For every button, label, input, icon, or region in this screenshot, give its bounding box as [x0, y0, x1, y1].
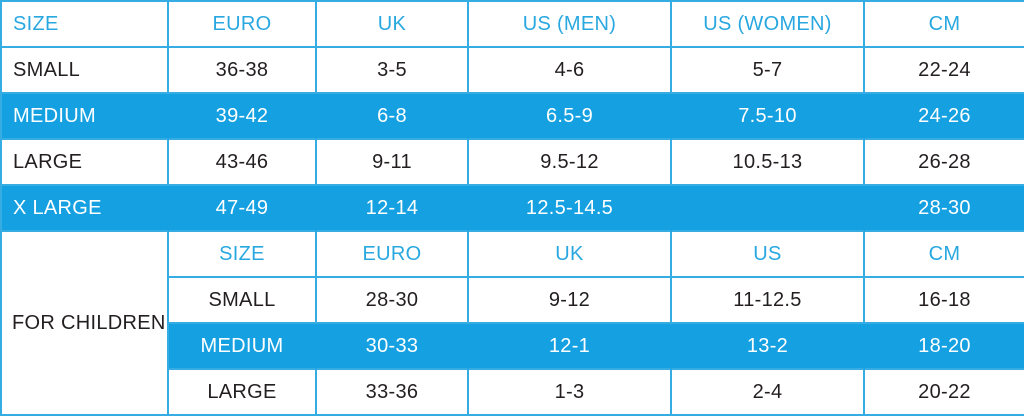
- table-row-adult-medium: MEDIUM 39-42 6-8 6.5-9 7.5-10 24-26: [2, 94, 1024, 140]
- column-header-euro: EURO: [169, 2, 317, 48]
- column-header-cm: CM: [865, 2, 1024, 48]
- cell-euro: 33-36: [317, 370, 469, 416]
- cell-uk: 6-8: [317, 94, 469, 140]
- children-column-header-us: US: [672, 232, 865, 278]
- cell-uk: 12-1: [469, 324, 672, 370]
- cell-us-men: 4-6: [469, 48, 672, 94]
- row-label: SMALL: [2, 48, 169, 94]
- children-column-header-cm: CM: [865, 232, 1024, 278]
- column-header-size: SIZE: [2, 2, 169, 48]
- cell-uk: 9-12: [469, 278, 672, 324]
- cell-us: 2-4: [672, 370, 865, 416]
- column-header-us-women: US (WOMEN): [672, 2, 865, 48]
- table-row-adult-small: SMALL 36-38 3-5 4-6 5-7 22-24: [2, 48, 1024, 94]
- cell-euro: 28-30: [317, 278, 469, 324]
- cell-us-women: 7.5-10: [672, 94, 865, 140]
- cell-cm: 22-24: [865, 48, 1024, 94]
- row-label: LARGE: [169, 370, 317, 416]
- row-label: MEDIUM: [169, 324, 317, 370]
- column-header-us-men: US (MEN): [469, 2, 672, 48]
- cell-cm: 16-18: [865, 278, 1024, 324]
- cell-us-men: 6.5-9: [469, 94, 672, 140]
- cell-us-men: 12.5-14.5: [469, 186, 672, 232]
- cell-us-men: 9.5-12: [469, 140, 672, 186]
- children-column-header-uk: UK: [469, 232, 672, 278]
- cell-euro: 39-42: [169, 94, 317, 140]
- cell-cm: 24-26: [865, 94, 1024, 140]
- cell-euro: 36-38: [169, 48, 317, 94]
- cell-euro: 30-33: [317, 324, 469, 370]
- cell-us-women: 5-7: [672, 48, 865, 94]
- row-label: X LARGE: [2, 186, 169, 232]
- cell-uk: 12-14: [317, 186, 469, 232]
- column-header-uk: UK: [317, 2, 469, 48]
- cell-cm: 26-28: [865, 140, 1024, 186]
- cell-us: 11-12.5: [672, 278, 865, 324]
- row-label: SMALL: [169, 278, 317, 324]
- cell-cm: 18-20: [865, 324, 1024, 370]
- cell-uk: 3-5: [317, 48, 469, 94]
- cell-cm: 28-30: [865, 186, 1024, 232]
- children-header-row: FOR CHILDREN SIZE EURO UK US CM: [2, 232, 1024, 416]
- row-label: MEDIUM: [2, 94, 169, 140]
- row-label: LARGE: [2, 140, 169, 186]
- cell-us-women: [672, 186, 865, 232]
- children-column-header-euro: EURO: [317, 232, 469, 278]
- cell-cm: 20-22: [865, 370, 1024, 416]
- cell-euro: 43-46: [169, 140, 317, 186]
- cell-uk: 9-11: [317, 140, 469, 186]
- table-row-adult-large: LARGE 43-46 9-11 9.5-12 10.5-13 26-28: [2, 140, 1024, 186]
- cell-euro: 47-49: [169, 186, 317, 232]
- children-column-header-size: SIZE: [169, 232, 317, 278]
- table-row-adult-xlarge: X LARGE 47-49 12-14 12.5-14.5 28-30: [2, 186, 1024, 232]
- table-row-children-small: SMALL 28-30 9-12 11-12.5 16-18: [2, 278, 1024, 324]
- cell-us: 13-2: [672, 324, 865, 370]
- section-label-for-children: FOR CHILDREN: [2, 232, 169, 416]
- adult-header-row: SIZE EURO UK US (MEN) US (WOMEN) CM: [2, 2, 1024, 48]
- cell-uk: 1-3: [469, 370, 672, 416]
- cell-us-women: 10.5-13: [672, 140, 865, 186]
- table-row-children-medium: MEDIUM 30-33 12-1 13-2 18-20: [2, 324, 1024, 370]
